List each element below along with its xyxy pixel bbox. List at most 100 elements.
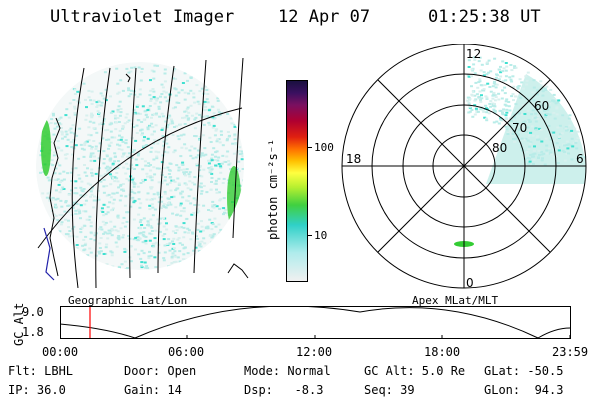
emission-pixel	[150, 69, 154, 72]
emission-pixel	[548, 102, 552, 105]
emission-pixel	[520, 146, 524, 149]
emission-pixel	[180, 146, 184, 149]
emission-pixel	[148, 125, 152, 128]
geographic-caption: Geographic Lat/Lon	[68, 294, 188, 307]
emission-pixel	[111, 192, 115, 195]
emission-pixel	[241, 184, 244, 187]
emission-pixel	[116, 110, 120, 113]
emission-pixel	[124, 139, 128, 142]
emission-pixel	[68, 129, 72, 132]
emission-pixel	[495, 73, 498, 76]
emission-pixel	[186, 118, 190, 121]
emission-pixel	[150, 198, 154, 201]
emission-pixel	[57, 117, 61, 120]
emission-pixel	[214, 179, 218, 182]
emission-pixel	[110, 227, 114, 230]
emission-pixel	[466, 99, 470, 102]
emission-pixel	[189, 104, 193, 107]
emission-pixel	[215, 140, 219, 143]
emission-pixel	[117, 236, 121, 239]
emission-pixel	[177, 226, 181, 229]
emission-pixel	[125, 162, 129, 165]
emission-pixel	[188, 171, 192, 174]
emission-pixel	[71, 140, 75, 143]
emission-pixel	[153, 173, 157, 176]
emission-pixel	[202, 134, 206, 137]
emission-pixel	[170, 120, 174, 123]
emission-pixel	[75, 244, 79, 246]
emission-pixel	[129, 70, 133, 73]
emission-pixel	[210, 222, 214, 224]
emission-pixel	[196, 149, 200, 152]
emission-pixel	[505, 65, 509, 68]
emission-pixel	[232, 152, 236, 155]
emission-pixel	[159, 217, 162, 220]
emission-pixel	[71, 124, 75, 127]
emission-pixel	[132, 126, 136, 128]
emission-pixel	[556, 162, 560, 164]
emission-pixel	[526, 156, 530, 159]
emission-pixel	[139, 129, 143, 132]
emission-pixel	[473, 113, 477, 116]
emission-pixel	[152, 245, 156, 248]
emission-pixel	[82, 249, 86, 252]
emission-pixel	[117, 265, 121, 268]
emission-pixel	[209, 159, 213, 162]
emission-pixel	[555, 106, 559, 109]
emission-pixel	[529, 120, 532, 123]
emission-pixel	[149, 198, 153, 201]
emission-pixel	[208, 234, 212, 237]
emission-pixel	[531, 134, 535, 137]
emission-pixel	[558, 124, 562, 127]
emission-pixel	[501, 70, 505, 73]
emission-pixel	[215, 150, 219, 153]
emission-pixel	[212, 124, 216, 127]
emission-pixel	[185, 199, 189, 202]
emission-pixel	[233, 123, 237, 126]
emission-pixel	[476, 110, 480, 113]
emission-pixel	[89, 190, 93, 193]
emission-pixel	[58, 122, 62, 125]
emission-pixel	[101, 211, 105, 213]
emission-pixel	[105, 153, 109, 156]
emission-pixel	[501, 111, 504, 113]
time-tick-1800: 18:00	[424, 345, 461, 359]
emission-pixel	[90, 168, 94, 171]
emission-pixel	[56, 219, 60, 222]
emission-pixel	[571, 145, 575, 148]
emission-pixel	[530, 125, 534, 128]
emission-pixel	[494, 96, 498, 99]
emission-pixel	[76, 212, 80, 215]
emission-pixel	[120, 155, 124, 158]
emission-pixel	[161, 127, 165, 130]
emission-pixel	[98, 142, 102, 145]
emission-pixel	[171, 107, 175, 110]
emission-pixel	[73, 93, 77, 95]
emission-pixel	[475, 108, 479, 111]
emission-pixel	[156, 193, 160, 195]
emission-pixel	[164, 91, 168, 94]
emission-pixel	[74, 212, 78, 215]
emission-pixel	[99, 122, 103, 125]
emission-pixel	[135, 124, 139, 127]
emission-pixel	[502, 108, 506, 111]
emission-pixel	[183, 91, 187, 94]
emission-pixel	[124, 116, 128, 119]
emission-pixel	[174, 225, 178, 228]
emission-pixel	[143, 160, 147, 163]
emission-pixel	[179, 155, 183, 158]
emission-pixel	[65, 133, 69, 136]
emission-pixel	[197, 241, 201, 244]
emission-pixel	[123, 260, 127, 263]
emission-pixel	[93, 155, 96, 158]
emission-pixel	[540, 153, 544, 156]
emission-pixel	[241, 155, 244, 158]
emission-pixel	[162, 167, 166, 170]
emission-pixel	[113, 114, 117, 117]
emission-pixel	[486, 61, 489, 64]
emission-pixel	[522, 126, 525, 129]
emission-pixel	[510, 69, 514, 72]
emission-pixel	[163, 68, 167, 71]
emission-pixel	[176, 238, 180, 241]
emission-pixel	[162, 203, 166, 206]
